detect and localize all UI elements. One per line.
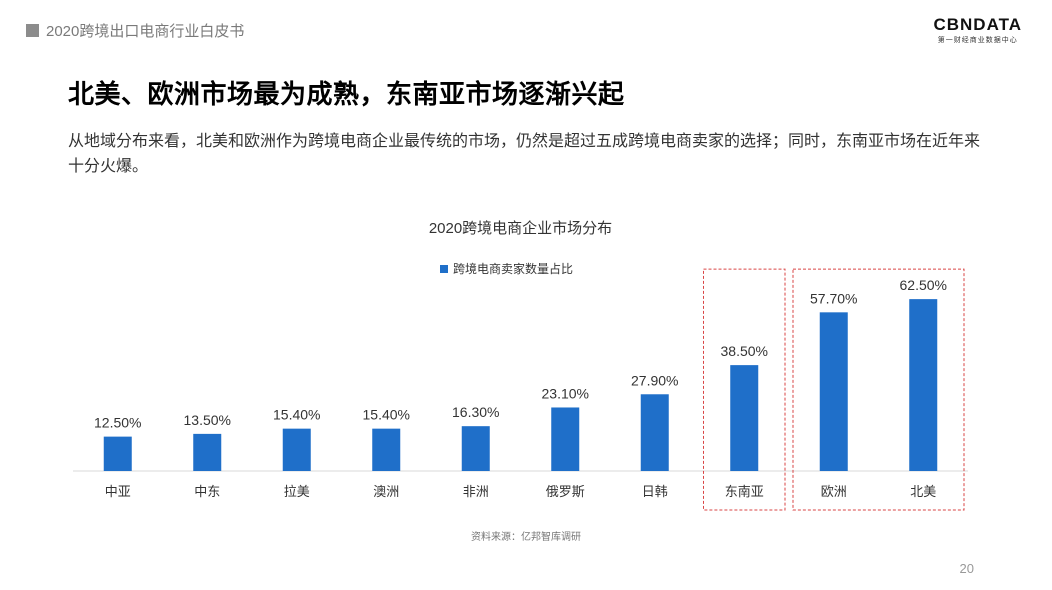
- category-label-3: 拉美: [284, 484, 310, 499]
- lead-paragraph: 从地域分布来看，北美和欧洲作为跨境电商企业最传统的市场，仍然是超过五成跨境电商卖…: [68, 133, 981, 175]
- bar-10: [909, 299, 938, 471]
- data-label-2: 13.50%: [184, 412, 231, 428]
- category-label-1: 中亚: [105, 484, 131, 499]
- legend-swatch: [440, 265, 448, 273]
- bar-8: [730, 365, 759, 471]
- data-label-8: 38.50%: [721, 343, 768, 359]
- category-label-2: 中东: [194, 484, 220, 499]
- bar-4: [372, 428, 401, 471]
- highlight-box-1: [703, 268, 786, 511]
- bar-9: [819, 312, 848, 471]
- logo-brand: CBNDATA: [933, 15, 1022, 34]
- report-tag: 2020跨境出口电商行业白皮书: [26, 20, 244, 41]
- square-icon: [26, 24, 39, 37]
- bar-5: [461, 426, 490, 471]
- category-label-4: 澳洲: [373, 484, 399, 499]
- data-label-4: 15.40%: [363, 407, 410, 423]
- legend-label: 跨境电商卖家数量占比: [453, 261, 573, 276]
- category-label-6: 俄罗斯: [546, 484, 585, 499]
- brand-logo: CBNDATA 第一财经商业数据中心: [933, 16, 1022, 45]
- data-label-5: 16.30%: [452, 404, 499, 420]
- bar-2: [193, 433, 222, 471]
- data-label-6: 23.10%: [542, 385, 589, 401]
- report-title: 2020跨境出口电商行业白皮书: [46, 23, 245, 40]
- logo-subtitle: 第一财经商业数据中心: [937, 37, 1018, 44]
- category-label-7: 日韩: [642, 484, 668, 499]
- category-label-10: 北美: [910, 484, 936, 499]
- bar-1: [103, 436, 132, 471]
- page-headline: 北美、欧洲市场最为成熟，东南亚市场逐渐兴起: [68, 79, 625, 109]
- data-label-1: 12.50%: [94, 415, 141, 431]
- highlight-box-2: [792, 268, 965, 511]
- data-label-3: 15.40%: [273, 407, 320, 423]
- bar-6: [551, 407, 580, 471]
- category-label-5: 非洲: [463, 484, 489, 499]
- data-label-9: 57.70%: [810, 290, 857, 306]
- data-label-10: 62.50%: [900, 277, 947, 293]
- page-number: 20: [959, 561, 974, 576]
- bar-7: [640, 394, 669, 471]
- chart-title: 2020跨境电商企业市场分布: [429, 219, 612, 237]
- source-note: 资料来源：亿邦智库调研: [471, 532, 581, 543]
- bar-3: [282, 428, 311, 471]
- category-label-9: 欧洲: [821, 484, 847, 499]
- category-label-8: 东南亚: [725, 484, 764, 499]
- data-label-7: 27.90%: [631, 372, 678, 388]
